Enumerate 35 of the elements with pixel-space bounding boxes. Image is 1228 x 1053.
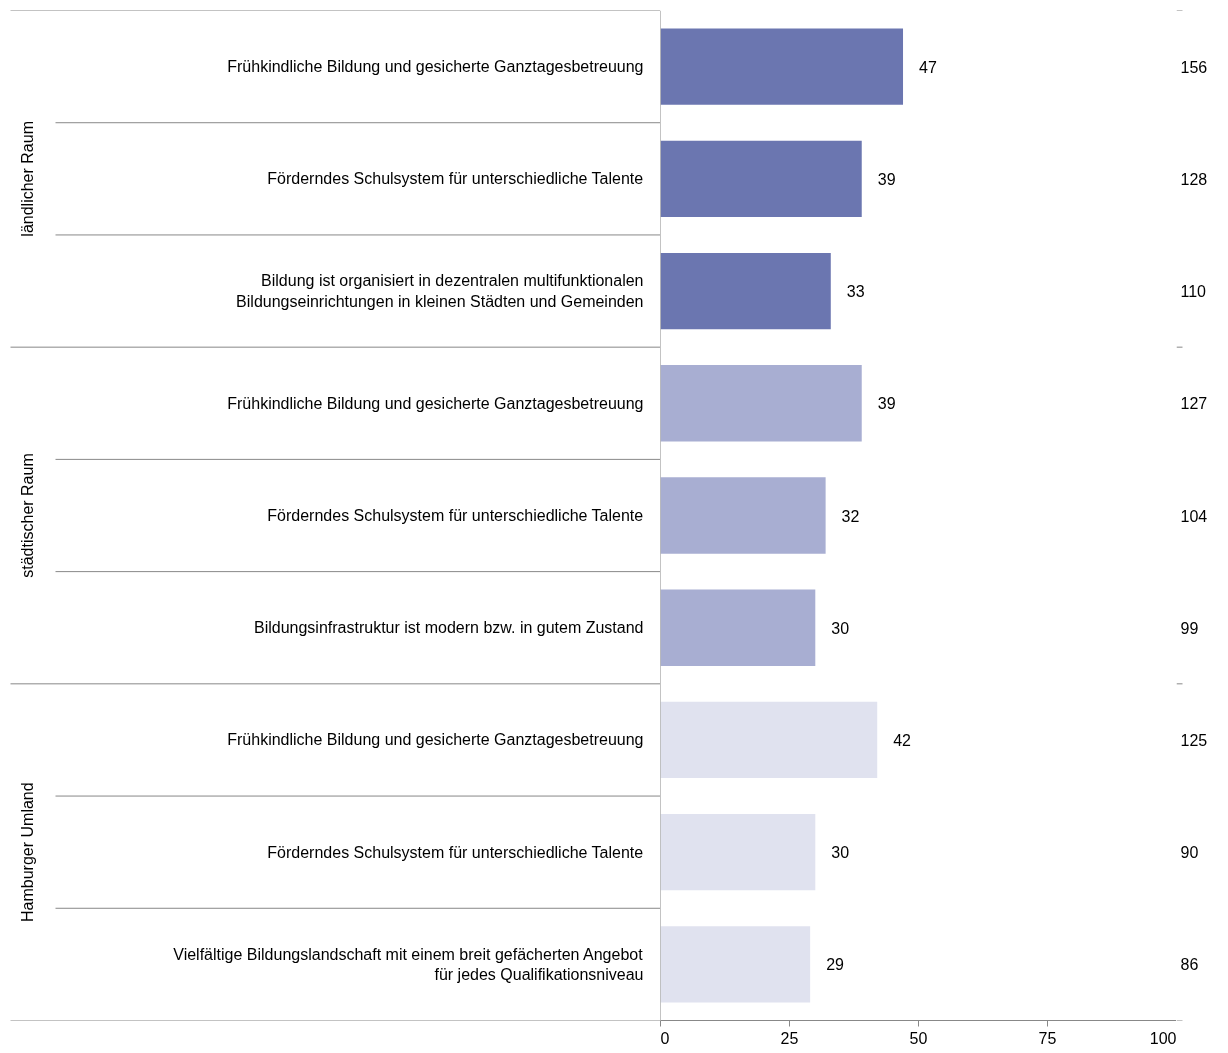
text: 125 (1180, 731, 1208, 749)
x-tick-label: 75 (1038, 1029, 1057, 1047)
data-label: 30 (831, 619, 850, 637)
data-label: 42 (893, 731, 912, 749)
text: ländlicher Raum (19, 121, 36, 237)
y-tick-label: Frühkindliche Bildung und gesicherte Ganztagesbetreuung (227, 731, 644, 749)
text: 156 (1180, 58, 1208, 76)
y-tick-label: Vielfältige Bildungslandschaft mit einem breit gefächerten Angebot für jedes Qualifikationsniveau (173, 945, 644, 984)
text: städtischer Raum (19, 453, 36, 578)
x-tick-label: 0 (660, 1029, 670, 1047)
y-tick-label: Förderndes Schulsystem für unterschiedliche Talente (267, 170, 644, 188)
text: 86 (1180, 956, 1199, 974)
y-tick-label: Bildungsinfrastruktur ist modern bzw. in gutem Zustand (253, 619, 644, 637)
data-label: 29 (826, 956, 845, 974)
text: 110 (1180, 283, 1207, 301)
y-tick-label: Förderndes Schulsystem für unterschiedliche Talente (267, 507, 644, 524)
y-tick-label: Bildung ist organisiert in dezentralen multifunktionalen Bildungseinrichtungen in kleinen Städten und Gemeinden (236, 272, 644, 310)
text: 128 (1180, 170, 1208, 188)
y-tick-label: Frühkindliche Bildung und gesicherte Ganztagesbetreuung (227, 394, 644, 412)
x-tick-label: 50 (909, 1029, 928, 1047)
data-label: 47 (919, 58, 937, 76)
text: 90 (1180, 844, 1199, 862)
data-label: 39 (877, 395, 896, 413)
text: 99 (1180, 619, 1199, 637)
y-tick-label: Förderndes Schulsystem für unterschiedliche Talente (267, 843, 644, 861)
data-label: 32 (841, 507, 860, 525)
x-tick-label: 100 (1149, 1029, 1177, 1047)
x-tick-label: 25 (780, 1029, 799, 1047)
y-tick-label: Frühkindliche Bildung und gesicherte Ganztagesbetreuung (227, 58, 644, 76)
data-label: 33 (846, 283, 865, 301)
text: 104 (1180, 507, 1208, 525)
data-label: 39 (877, 170, 896, 188)
text: Hamburger Umland (19, 782, 36, 922)
data-label: 30 (831, 844, 850, 862)
text: 127 (1180, 395, 1208, 413)
